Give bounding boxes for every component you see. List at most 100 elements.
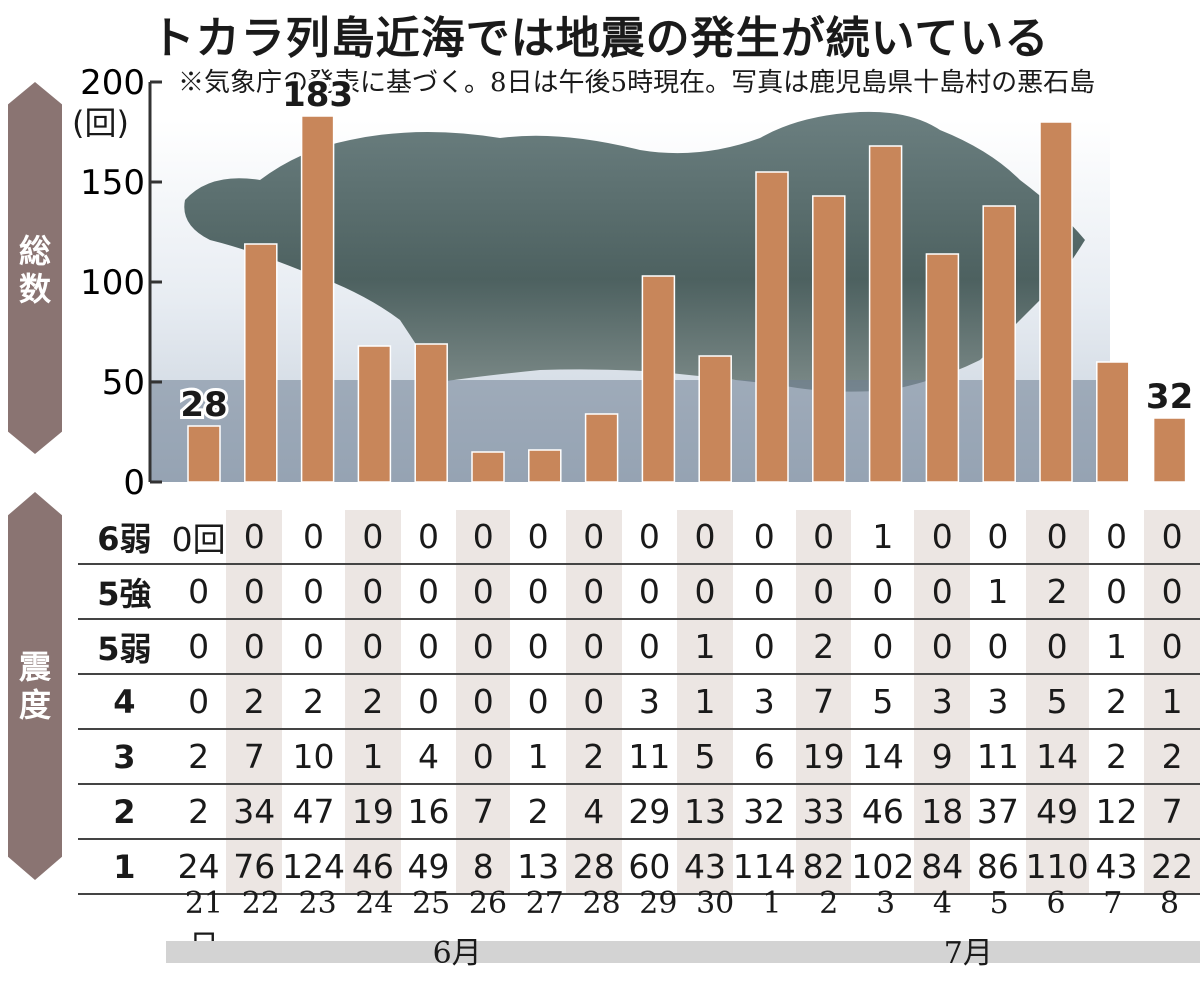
table-cell: 0: [510, 619, 566, 675]
bar-14: [982, 205, 1016, 483]
table-cell: 0: [510, 564, 566, 620]
table-cell: 0: [732, 619, 796, 675]
table-cell: 19: [795, 729, 852, 785]
table-cell: 0: [565, 510, 622, 565]
table-cell: 11: [621, 729, 678, 785]
table-cell: 76: [226, 839, 283, 895]
table-cell: 11: [970, 729, 1026, 785]
row-label: 2: [78, 784, 171, 840]
y-tick-label: 150: [80, 163, 145, 203]
x-tick-label: 1: [762, 886, 782, 921]
bar-11: [812, 195, 846, 483]
table-cell: 1: [677, 619, 733, 675]
table-cell: 12: [1088, 784, 1145, 840]
table-cell: 2: [226, 674, 283, 730]
table-cell: 5: [677, 729, 733, 785]
table-cell: 43: [677, 839, 733, 895]
table-cell: 2: [345, 674, 401, 730]
row-label: 5強: [78, 564, 171, 620]
table-cell: 0: [621, 619, 678, 675]
table-cell: 82: [795, 839, 852, 895]
month-label: 7月: [943, 936, 993, 971]
table-cell: 24: [170, 839, 227, 895]
y-tick-label: 0: [123, 463, 145, 500]
table-cell: 86: [970, 839, 1026, 895]
table-cell: 1: [345, 729, 401, 785]
table-cell: 0: [456, 674, 511, 730]
table-cell: 14: [1025, 729, 1089, 785]
table-cell: 0: [851, 564, 915, 620]
table-cell: 0: [914, 510, 971, 565]
table-cell: 46: [851, 784, 915, 840]
table-cell: 22: [1144, 839, 1200, 895]
table-cell: 28: [565, 839, 622, 895]
table-cell: 0: [732, 564, 796, 620]
table-cell: 10: [282, 729, 346, 785]
table-cell: 2: [1144, 729, 1200, 785]
table-cell: 0: [282, 619, 346, 675]
bar-7: [584, 413, 619, 483]
y-tick-label: 50: [102, 363, 145, 403]
table-cell: 0: [400, 510, 457, 565]
table-cell: 0: [226, 510, 283, 565]
table-cell: 84: [914, 839, 971, 895]
table-cell: 49: [400, 839, 457, 895]
bar-12: [868, 145, 903, 483]
bar-0: [187, 425, 221, 483]
table-cell: 2: [565, 729, 622, 785]
row-label: 6弱: [78, 510, 171, 565]
bars: [187, 115, 1187, 483]
table-cell: 124: [282, 839, 346, 895]
table-cell: 0: [732, 510, 796, 565]
table-cell: 1: [970, 564, 1026, 620]
table-cell: 37: [970, 784, 1026, 840]
x-tick-label: 2: [819, 886, 839, 921]
table-cell: 13: [677, 784, 733, 840]
data-labels: 28 183 32: [177, 72, 1196, 428]
table-cell: 0: [170, 619, 227, 675]
table-cell: 14: [851, 729, 915, 785]
table-cell: 0: [1144, 619, 1200, 675]
table-row: 6弱 0回 0 0 0 0 0 0 0 0 0 0 0 1 0 0 0 0 0: [78, 510, 1200, 565]
table-cell: 0: [510, 510, 566, 565]
table-cell: 2: [1088, 674, 1145, 730]
bar-value-label: 32: [1146, 377, 1193, 417]
table-cell: 0: [1144, 564, 1200, 620]
table-cell: 5: [851, 674, 915, 730]
table-cell: 0: [282, 510, 346, 565]
table-cell: 110: [1025, 839, 1089, 895]
x-tick-label: 29: [639, 886, 678, 921]
table-cell: 0: [345, 619, 401, 675]
table-cell: 7: [1144, 784, 1200, 840]
table-cell: 0: [456, 619, 511, 675]
table-cell: 0: [1088, 564, 1145, 620]
table-cell: 3: [970, 674, 1026, 730]
table-cell: 0: [170, 674, 227, 730]
table-cell: 0: [456, 510, 511, 565]
bar-9: [698, 355, 732, 483]
table-cell: 32: [732, 784, 796, 840]
x-tick-label: 24: [355, 886, 394, 921]
table-cell: 0: [226, 619, 283, 675]
table-cell: 3: [914, 674, 971, 730]
bar-16: [1096, 361, 1130, 483]
table-cell: 114: [732, 839, 796, 895]
bar-chart: 0 50 100 150 200 28 183 32: [80, 63, 1196, 500]
bar-17: [1152, 417, 1187, 483]
table-cell: 2: [1025, 564, 1089, 620]
table-cell: 0: [795, 510, 852, 565]
table-cell: 0: [914, 564, 971, 620]
table-cell: 0: [565, 674, 622, 730]
table-cell: 0: [1144, 510, 1200, 565]
table-cell: 5: [1025, 674, 1089, 730]
bar-6: [528, 449, 562, 483]
table-cell: 0: [914, 619, 971, 675]
row-label: 5弱: [78, 619, 171, 675]
table-cell: 49: [1025, 784, 1089, 840]
x-axis-labels: 21日22232425262728293012345678: [176, 886, 1194, 964]
x-tick-label: 28: [582, 886, 621, 921]
bar-value-label: 183: [282, 75, 353, 115]
table-cell: 102: [851, 839, 915, 895]
y-axis: 0 50 100 150 200: [80, 63, 162, 500]
